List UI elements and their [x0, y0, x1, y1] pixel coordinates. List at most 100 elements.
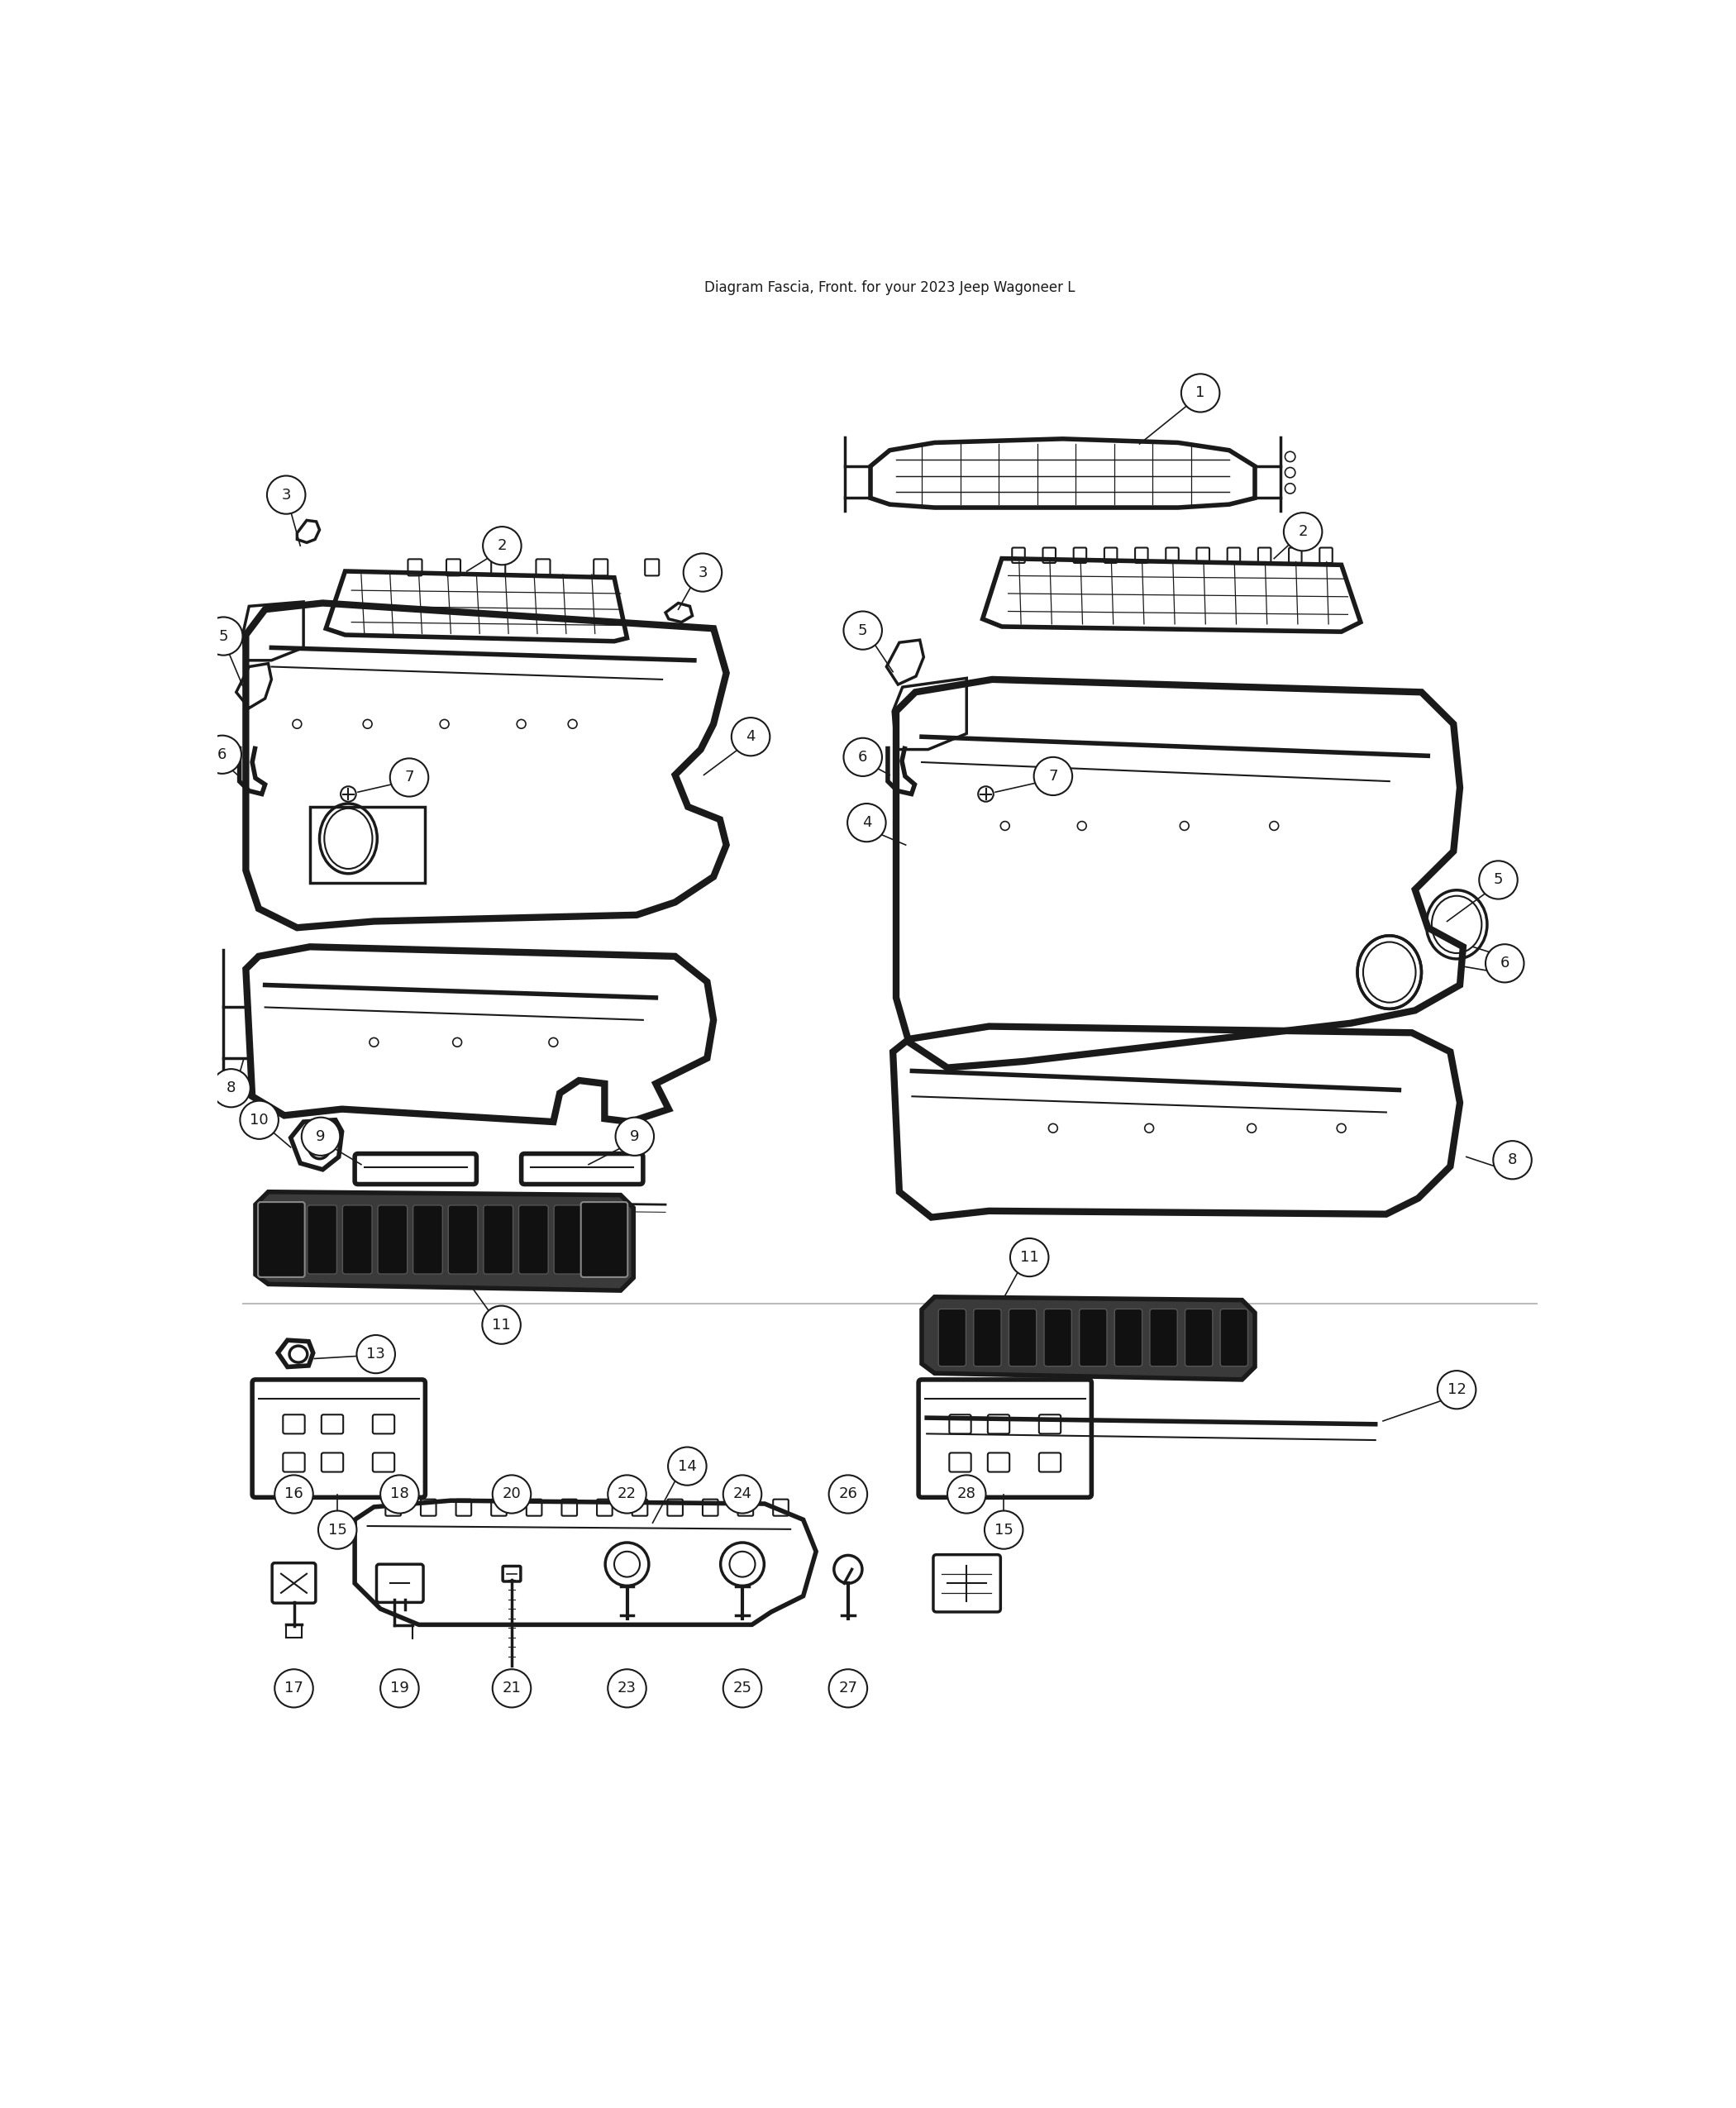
Text: 15: 15	[995, 1522, 1014, 1537]
Circle shape	[720, 1543, 764, 1585]
Circle shape	[977, 786, 993, 801]
FancyBboxPatch shape	[1149, 1309, 1177, 1366]
Text: 14: 14	[677, 1459, 696, 1473]
Circle shape	[340, 786, 356, 801]
Circle shape	[205, 618, 243, 656]
FancyBboxPatch shape	[1043, 1309, 1071, 1366]
Text: 27: 27	[838, 1680, 858, 1695]
Text: 1: 1	[1196, 386, 1205, 401]
FancyBboxPatch shape	[307, 1206, 337, 1273]
Text: 4: 4	[861, 816, 871, 831]
Circle shape	[1010, 1237, 1049, 1277]
Text: 8: 8	[1509, 1153, 1517, 1168]
Text: 26: 26	[838, 1486, 858, 1501]
Circle shape	[844, 738, 882, 776]
Text: 20: 20	[502, 1486, 521, 1501]
Circle shape	[1000, 822, 1010, 831]
FancyBboxPatch shape	[413, 1206, 443, 1273]
Text: 2: 2	[496, 538, 507, 552]
Text: 15: 15	[328, 1522, 347, 1537]
Circle shape	[844, 611, 882, 649]
Circle shape	[1035, 757, 1073, 795]
Circle shape	[724, 1476, 762, 1514]
Text: Diagram Fascia, Front. for your 2023 Jeep Wagoneer L: Diagram Fascia, Front. for your 2023 Jee…	[705, 280, 1075, 295]
FancyBboxPatch shape	[378, 1206, 408, 1273]
Circle shape	[293, 719, 302, 729]
Text: 25: 25	[733, 1680, 752, 1695]
Circle shape	[380, 1476, 418, 1514]
Circle shape	[608, 1476, 646, 1514]
Circle shape	[1285, 483, 1295, 493]
Text: 16: 16	[285, 1486, 304, 1501]
Circle shape	[568, 719, 576, 729]
Circle shape	[828, 1476, 868, 1514]
FancyBboxPatch shape	[1220, 1309, 1248, 1366]
Circle shape	[274, 1670, 312, 1707]
FancyBboxPatch shape	[1009, 1309, 1036, 1366]
Text: 7: 7	[1049, 769, 1057, 784]
Text: 6: 6	[1500, 955, 1509, 972]
Text: 2: 2	[1299, 525, 1307, 540]
Circle shape	[363, 719, 372, 729]
Text: 17: 17	[285, 1680, 304, 1695]
Text: 8: 8	[226, 1081, 236, 1096]
FancyBboxPatch shape	[1080, 1309, 1108, 1366]
FancyBboxPatch shape	[939, 1309, 965, 1366]
Text: 9: 9	[316, 1130, 326, 1145]
Circle shape	[606, 1543, 649, 1585]
Circle shape	[1285, 451, 1295, 462]
FancyBboxPatch shape	[342, 1206, 372, 1273]
FancyBboxPatch shape	[484, 1206, 514, 1273]
Text: 5: 5	[1493, 873, 1503, 887]
Text: 10: 10	[250, 1113, 269, 1128]
Circle shape	[833, 1556, 863, 1583]
Circle shape	[302, 1117, 340, 1155]
Circle shape	[984, 1511, 1023, 1549]
Circle shape	[1437, 1370, 1476, 1408]
FancyBboxPatch shape	[259, 1202, 306, 1277]
Circle shape	[828, 1670, 868, 1707]
Text: 12: 12	[1448, 1383, 1467, 1398]
Circle shape	[453, 1037, 462, 1048]
Circle shape	[684, 554, 722, 592]
Text: 6: 6	[217, 746, 227, 761]
Circle shape	[493, 1476, 531, 1514]
Circle shape	[318, 1511, 356, 1549]
Text: 18: 18	[391, 1486, 410, 1501]
FancyBboxPatch shape	[519, 1206, 549, 1273]
FancyBboxPatch shape	[589, 1206, 618, 1273]
Circle shape	[240, 1100, 278, 1138]
Circle shape	[1283, 512, 1323, 550]
Circle shape	[493, 1670, 531, 1707]
Circle shape	[1078, 822, 1087, 831]
Circle shape	[731, 717, 769, 757]
Polygon shape	[922, 1296, 1255, 1379]
Circle shape	[380, 1670, 418, 1707]
Circle shape	[1180, 822, 1189, 831]
Circle shape	[948, 1476, 986, 1514]
Text: 22: 22	[618, 1486, 637, 1501]
Circle shape	[668, 1446, 707, 1486]
Circle shape	[267, 476, 306, 514]
Circle shape	[203, 736, 241, 774]
Circle shape	[724, 1670, 762, 1707]
Circle shape	[1337, 1124, 1345, 1132]
FancyBboxPatch shape	[273, 1206, 302, 1273]
Circle shape	[549, 1037, 557, 1048]
Circle shape	[370, 1037, 378, 1048]
Circle shape	[391, 759, 429, 797]
Text: 3: 3	[698, 565, 707, 580]
Text: 7: 7	[404, 769, 413, 784]
Circle shape	[1486, 944, 1524, 982]
Circle shape	[1049, 1124, 1057, 1132]
Text: 4: 4	[746, 729, 755, 744]
Text: 11: 11	[1021, 1250, 1038, 1265]
Text: 5: 5	[219, 628, 227, 643]
Circle shape	[1493, 1140, 1531, 1178]
FancyBboxPatch shape	[1115, 1309, 1142, 1366]
Circle shape	[1246, 1124, 1257, 1132]
Text: 23: 23	[618, 1680, 637, 1695]
Text: 9: 9	[630, 1130, 639, 1145]
Circle shape	[847, 803, 885, 841]
Text: 6: 6	[858, 750, 868, 765]
